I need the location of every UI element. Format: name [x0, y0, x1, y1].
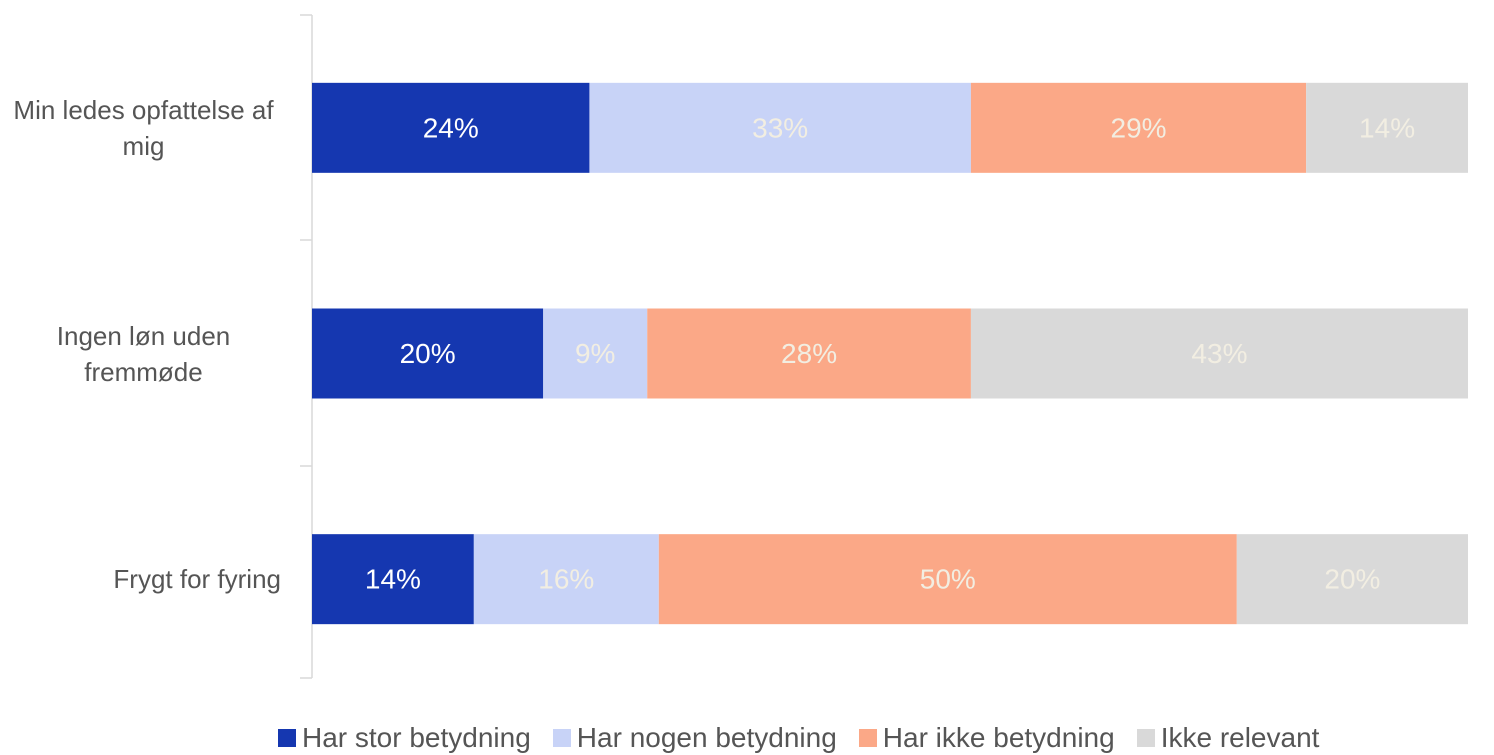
bar-segment	[1306, 82, 1468, 173]
bar-segment	[970, 82, 1307, 173]
data-label: 43%	[1191, 338, 1247, 369]
data-label: 33%	[752, 112, 808, 143]
bar-segment	[1236, 534, 1468, 625]
bar-segment	[543, 308, 648, 399]
legend-label: Ikke relevant	[1160, 722, 1320, 753]
legend: Har stor betydning Har nogen betydning Har…	[278, 722, 1319, 754]
legend-item: Ikke relevant	[1136, 722, 1320, 754]
bar-segment	[473, 534, 659, 625]
data-label: 50%	[920, 564, 976, 595]
legend-label: Har nogen betydning	[576, 722, 837, 753]
category-label: Min ledes opfattelse af mig	[13, 94, 274, 161]
bar-segment	[658, 534, 1237, 625]
bar-segment	[970, 308, 1468, 399]
legend-swatch	[858, 729, 877, 747]
data-label: 24%	[423, 112, 479, 143]
category-label: Ingen løn uden fremmøde	[56, 320, 231, 387]
data-label: 14%	[365, 564, 421, 595]
bar-segment	[589, 82, 971, 173]
legend-swatch	[552, 729, 571, 747]
legend-item: Har nogen betydning	[552, 722, 837, 754]
data-label: 20%	[400, 338, 456, 369]
legend-label: Har stor betydning	[302, 722, 531, 753]
data-label: 29%	[1111, 112, 1167, 143]
bar-segment	[312, 534, 474, 625]
legend-item: Har ikke betydning	[858, 722, 1115, 754]
category-label: Frygt for fyring	[113, 564, 281, 595]
bar-segment	[647, 308, 971, 399]
bar-segment	[312, 308, 544, 399]
data-label: 16%	[538, 564, 594, 595]
legend-swatch	[1136, 729, 1155, 747]
legend-item: Har stor betydning	[278, 722, 531, 754]
legend-swatch	[278, 729, 296, 747]
bar-segment	[312, 82, 590, 173]
data-label: 9%	[575, 338, 615, 369]
legend-label: Har ikke betydning	[882, 722, 1115, 753]
data-label: 14%	[1359, 112, 1415, 143]
data-label: 28%	[781, 338, 837, 369]
data-label: 20%	[1324, 564, 1380, 595]
